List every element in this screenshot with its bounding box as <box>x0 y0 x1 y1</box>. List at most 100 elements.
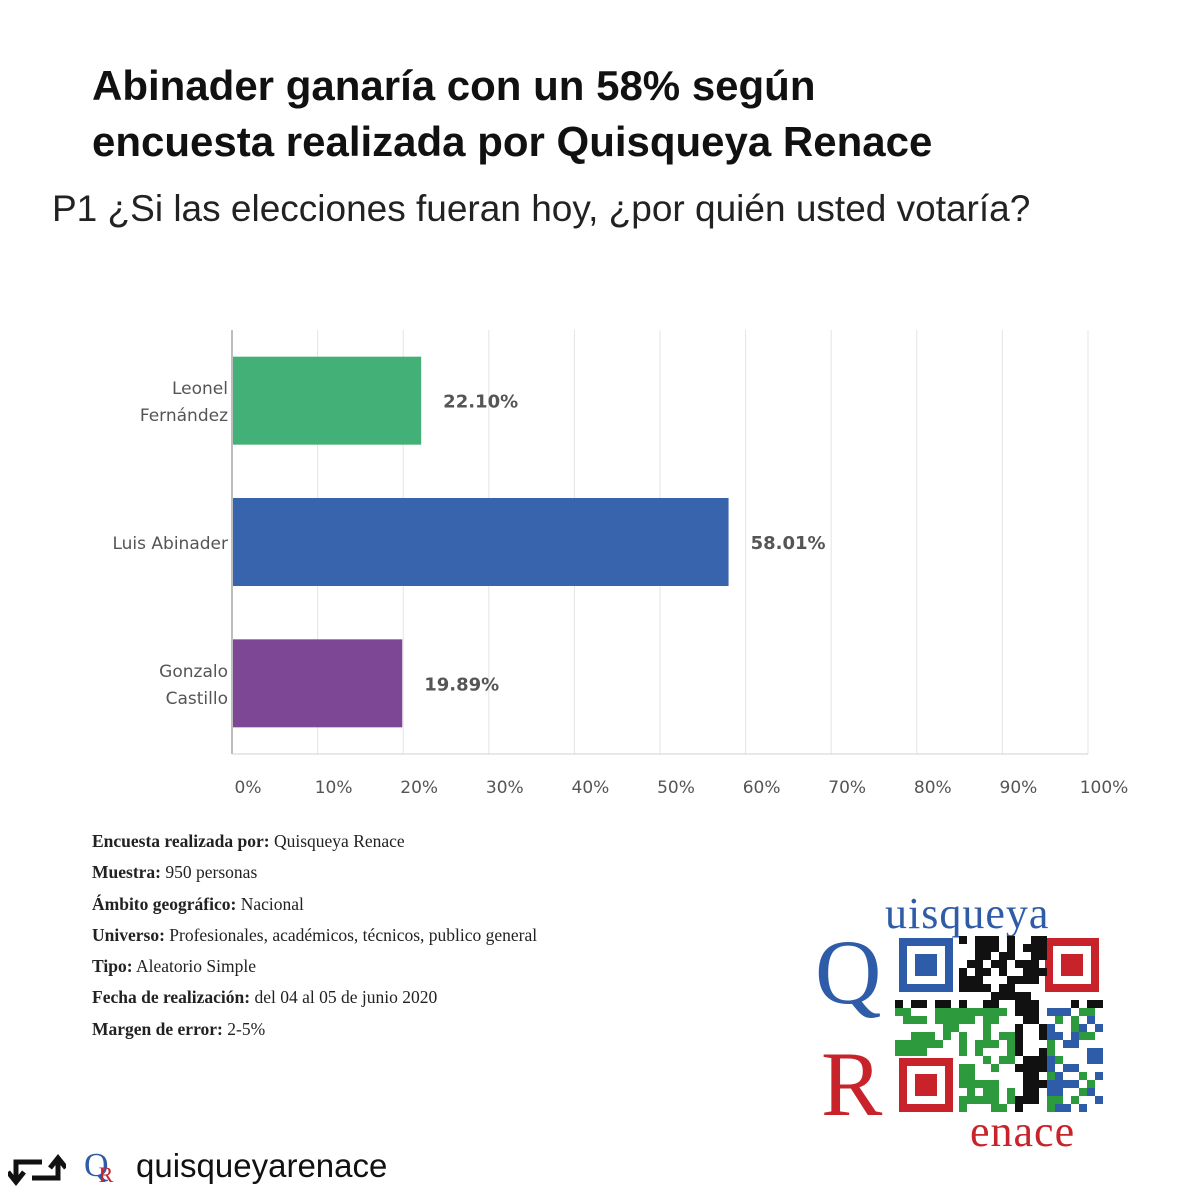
qr-module <box>1079 1104 1087 1112</box>
qr-module <box>959 1072 967 1080</box>
qr-module <box>999 952 1007 960</box>
qr-module <box>911 1000 919 1008</box>
survey-question: P1 ¿Si las elecciones fueran hoy, ¿por q… <box>52 188 1031 229</box>
x-tick-label: 10% <box>315 778 353 798</box>
qr-module <box>1031 1000 1039 1008</box>
qr-module <box>1055 1096 1063 1104</box>
qr-module <box>1055 1008 1063 1016</box>
qr-module <box>1095 1072 1103 1080</box>
detail-row-sample: Muestra: 950 personas <box>92 862 258 883</box>
qr-module <box>999 1056 1007 1064</box>
qr-module <box>1023 1008 1031 1016</box>
qr-module <box>975 944 983 952</box>
qr-module <box>911 1032 919 1040</box>
repost-icon[interactable] <box>8 1150 66 1190</box>
logo-word-top: uisqueya <box>885 889 1050 938</box>
qr-module <box>1031 936 1039 944</box>
qr-finder-top-left-center <box>915 954 937 976</box>
qr-module <box>1015 1008 1023 1016</box>
qr-module <box>999 968 1007 976</box>
qr-module <box>991 1064 999 1072</box>
qr-module <box>967 984 975 992</box>
qr-module <box>943 1024 951 1032</box>
qr-module <box>895 1008 903 1016</box>
qr-module <box>1055 1080 1063 1088</box>
qr-module <box>1007 936 1015 944</box>
qr-module <box>1023 992 1031 1000</box>
qr-module <box>967 1016 975 1024</box>
qr-module <box>903 1048 911 1056</box>
qr-module <box>1015 1000 1023 1008</box>
qr-module <box>1015 960 1023 968</box>
account-avatar[interactable]: QR <box>84 1147 114 1188</box>
qr-module <box>1039 1024 1047 1032</box>
qr-module <box>943 1000 951 1008</box>
qr-module <box>1039 1048 1047 1056</box>
category-label: Gonzalo <box>159 662 228 682</box>
category-label: Luis Abinader <box>112 534 228 554</box>
qr-module <box>903 1008 911 1016</box>
data-label: 22.10% <box>443 392 518 413</box>
account-handle[interactable]: quisqueyarenace <box>136 1147 388 1184</box>
qr-module <box>1039 1056 1047 1064</box>
qr-module <box>1015 1048 1023 1056</box>
qr-module <box>999 1008 1007 1016</box>
qr-module <box>975 960 983 968</box>
qr-module <box>1079 1088 1087 1096</box>
qr-module <box>959 1032 967 1040</box>
qr-module <box>1079 1032 1087 1040</box>
qr-module <box>991 1096 999 1104</box>
bar-chart: 0% 10% 20% 30% 40% 50% 60% 70% 80% 90% 100% 22.10% L… <box>112 330 1128 798</box>
qr-module <box>903 1016 911 1024</box>
qr-module <box>1031 1080 1039 1088</box>
qr-module <box>1047 1032 1055 1040</box>
qr-module <box>1047 1088 1055 1096</box>
qr-module <box>1095 1096 1103 1104</box>
qr-module <box>991 1088 999 1096</box>
qr-module <box>1047 1024 1055 1032</box>
detail-row-pollster: Encuesta realizada por: Quisqueya Renace <box>92 831 405 851</box>
qr-module <box>967 1080 975 1088</box>
qr-module <box>1063 1008 1071 1016</box>
qr-module <box>967 1072 975 1080</box>
qr-module <box>959 1080 967 1088</box>
title-line-1: Abinader ganaría con un 58% según <box>92 62 816 109</box>
qr-module <box>895 1000 903 1008</box>
qr-module <box>943 1032 951 1040</box>
qr-module <box>927 1032 935 1040</box>
x-tick-label: 0% <box>235 778 262 798</box>
qr-module <box>1047 1104 1055 1112</box>
qr-module <box>911 1040 919 1048</box>
qr-module <box>959 1048 967 1056</box>
qr-module <box>1087 1008 1095 1016</box>
qr-code-icon <box>895 936 1103 1112</box>
detail-row-type: Tipo: Aleatorio Simple <box>92 956 257 977</box>
qr-module <box>1015 1024 1023 1032</box>
detail-row-date: Fecha de realización: del 04 al 05 de ju… <box>92 987 438 1008</box>
qr-module <box>1031 952 1039 960</box>
x-tick-label: 30% <box>486 778 524 798</box>
qr-module <box>991 1040 999 1048</box>
qr-module <box>959 976 967 984</box>
qr-module <box>983 936 991 944</box>
qr-module <box>1071 1024 1079 1032</box>
qr-module <box>1023 1088 1031 1096</box>
qr-module <box>943 1016 951 1024</box>
qr-module <box>911 1016 919 1024</box>
qr-module <box>1007 1048 1015 1056</box>
qr-module <box>935 1016 943 1024</box>
qr-module <box>1007 1056 1015 1064</box>
qr-module <box>1055 1016 1063 1024</box>
qr-module <box>967 1088 975 1096</box>
qr-module <box>1007 944 1015 952</box>
qr-module <box>1023 944 1031 952</box>
x-tick-label: 40% <box>572 778 610 798</box>
qr-module <box>975 984 983 992</box>
qr-module <box>975 1008 983 1016</box>
qr-module <box>1031 1064 1039 1072</box>
qr-module <box>975 976 983 984</box>
qr-module <box>1023 1096 1031 1104</box>
qr-module <box>999 1104 1007 1112</box>
qr-module <box>967 1096 975 1104</box>
qr-module <box>1071 1000 1079 1008</box>
